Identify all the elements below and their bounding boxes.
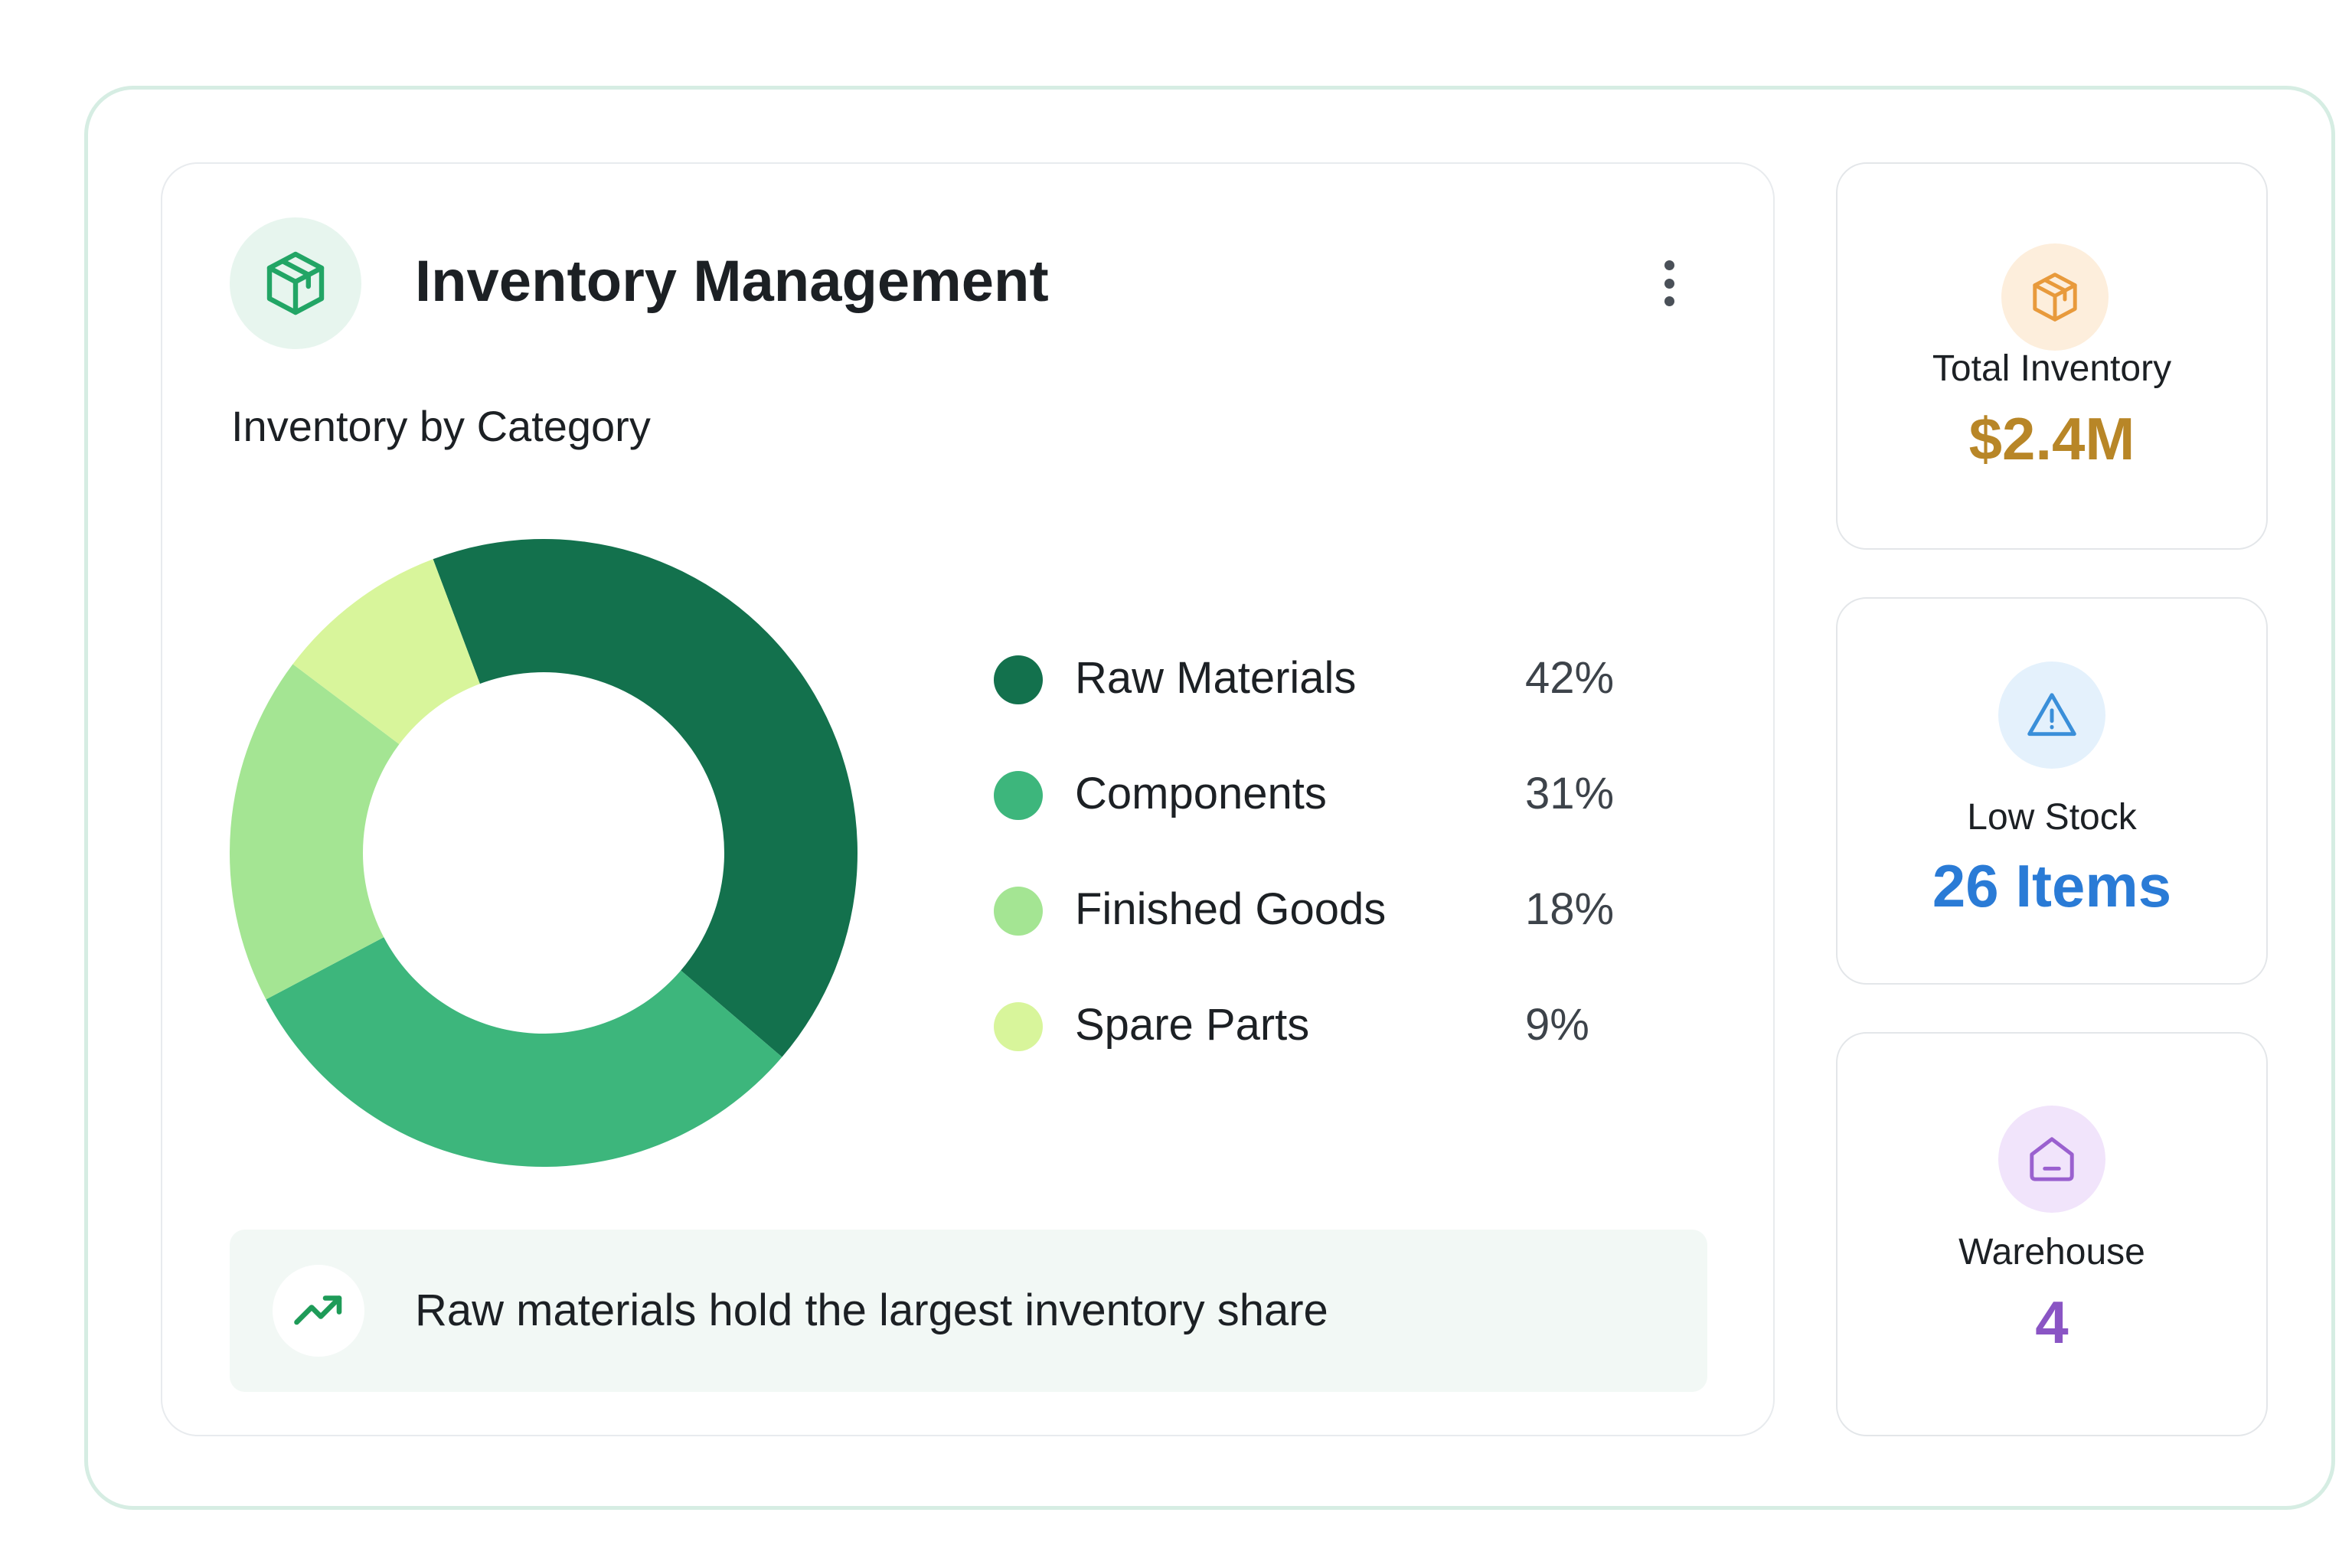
package-icon [2033, 273, 2077, 322]
stat-label: Warehouse [1958, 1232, 2145, 1272]
stat-icon-badge [2001, 243, 2109, 351]
donut-slice-spare-parts[interactable] [292, 559, 480, 745]
page-title: Inventory Management [415, 249, 1049, 314]
stat-value: 26 Items [1932, 852, 2172, 920]
inventory-card [161, 162, 1775, 1436]
home-icon [2030, 1137, 2074, 1181]
legend-item[interactable]: Raw Materials 42% [994, 643, 1622, 759]
more-options-button[interactable] [1646, 253, 1692, 314]
legend-value: 9% [1525, 1000, 1589, 1050]
package-icon-badge [230, 217, 361, 349]
donut-slice-components[interactable] [266, 937, 782, 1167]
chart-title: Inventory by Category [231, 402, 651, 450]
legend-label: Components [1075, 769, 1327, 818]
legend-value: 18% [1525, 884, 1615, 934]
legend-item[interactable]: Components 31% [994, 759, 1622, 874]
stat-label: Total Inventory [1932, 348, 2172, 389]
stat-card-total-inventory[interactable]: Total Inventory $2.4M [1836, 162, 2268, 550]
stat-value: $2.4M [1968, 405, 2135, 472]
legend-label: Raw Materials [1075, 653, 1357, 703]
donut-slice-finished-goods[interactable] [230, 664, 400, 1000]
stat-icon-badge [1998, 662, 2105, 769]
more-vertical-icon [1664, 260, 1674, 270]
insight-text: Raw materials hold the largest inventory… [415, 1285, 1328, 1335]
legend-value: 31% [1525, 769, 1615, 818]
chart-legend: Raw Materials 42% Components 31% Finished Go… [994, 643, 1622, 1106]
package-icon [266, 251, 325, 315]
legend-swatch [994, 771, 1043, 820]
legend-value: 42% [1525, 653, 1615, 703]
trending-up-icon [294, 1295, 342, 1325]
more-vertical-icon-dot [1664, 278, 1674, 289]
stat-label: Low Stock [1967, 797, 2137, 838]
legend-item[interactable]: Spare Parts 9% [994, 990, 1622, 1106]
donut-slice-raw-materials[interactable] [433, 539, 858, 1057]
alert-triangle-icon [2027, 693, 2076, 737]
dashboard-frame [84, 86, 2335, 1510]
legend-item[interactable]: Finished Goods 18% [994, 874, 1622, 990]
insight-banner: Raw materials hold the largest inventory… [230, 1230, 1707, 1392]
stat-card-warehouse[interactable]: Warehouse 4 [1836, 1032, 2268, 1436]
stat-icon-badge [1998, 1106, 2105, 1213]
legend-swatch [994, 1002, 1043, 1051]
legend-swatch [994, 887, 1043, 936]
legend-label: Finished Goods [1075, 884, 1387, 934]
stat-card-low-stock[interactable]: Low Stock 26 Items [1836, 597, 2268, 985]
more-vertical-icon-dot [1664, 296, 1674, 306]
donut-chart [230, 539, 858, 1167]
insight-icon-badge [273, 1265, 364, 1357]
legend-swatch [994, 655, 1043, 704]
stat-value: 4 [2035, 1289, 2069, 1356]
legend-label: Spare Parts [1075, 1000, 1310, 1050]
